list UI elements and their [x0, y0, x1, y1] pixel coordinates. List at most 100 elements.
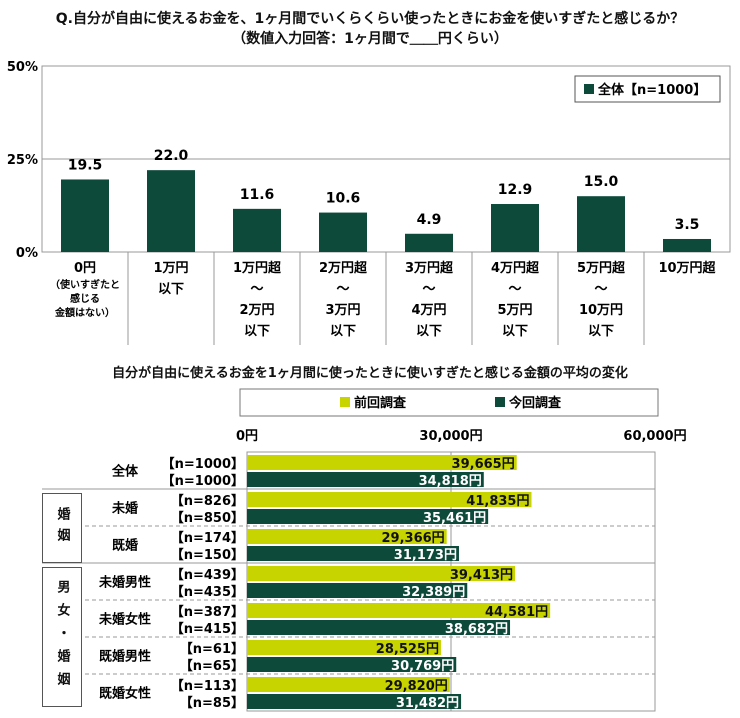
n-label: 【n=415】: [171, 621, 244, 637]
x-tick-label: 以下: [588, 324, 614, 339]
data-label: 11.6: [240, 187, 275, 203]
x-tick-label: 2万円: [239, 303, 274, 318]
bar: [663, 238, 711, 252]
bar: [247, 640, 441, 655]
x-tick-label: 4万円超: [491, 260, 540, 276]
group-label: 未婚男性: [98, 575, 151, 591]
x-tick-label: 以下: [502, 324, 528, 339]
x-tick-label: 4万円: [411, 303, 446, 318]
bar: [247, 529, 447, 544]
bar: [147, 170, 195, 252]
x-tick-label: 5万円: [497, 303, 532, 318]
x-tick-label: 以下: [244, 324, 270, 339]
x-tick-label: ～: [594, 282, 607, 297]
x-tick-label: ～: [508, 282, 521, 297]
x-tick-label: 0円: [236, 429, 258, 444]
data-label: 39,665円: [452, 457, 515, 472]
bar: [247, 492, 532, 507]
n-label: 【n=435】: [171, 584, 244, 600]
x-tick-label: 3万円超: [405, 260, 454, 276]
y-tick-label: 0%: [16, 246, 38, 261]
legend-box: [574, 75, 721, 103]
data-label: 4.9: [417, 212, 442, 228]
data-label: 22.0: [154, 148, 189, 164]
group-label: 既婚女性: [99, 686, 151, 702]
x-tick-label: 1万円: [153, 261, 188, 276]
bar: [247, 620, 511, 635]
n-label: 【n=439】: [171, 567, 244, 583]
section-label-gender-marital: 男女・婚姻: [54, 579, 70, 695]
x-tick-label: 1万円超: [233, 260, 282, 276]
x-tick-label: 10万円: [579, 303, 623, 318]
group-label: 既婚男性: [99, 649, 151, 665]
x-tick-label: 以下: [158, 282, 184, 297]
group-label: 既婚: [112, 538, 138, 554]
n-label: 【n=826】: [171, 493, 244, 509]
bar: [247, 657, 457, 672]
bar: [247, 694, 462, 709]
section-box-gender-marital: 男女・婚姻: [42, 567, 82, 707]
legend-label: 今回調査: [508, 395, 562, 411]
bar: [233, 208, 281, 252]
n-label: 【n=174】: [171, 530, 244, 546]
data-label: 19.5: [68, 157, 103, 173]
n-label: 【n=65】: [180, 658, 244, 674]
data-label: 31,173円: [394, 548, 457, 563]
data-label: 38,682円: [445, 622, 508, 637]
data-label: 32,389円: [402, 585, 465, 600]
x-tick-label: 以下: [330, 324, 356, 339]
x-tick-label: 30,000円: [419, 429, 482, 444]
y-tick-label: 25%: [7, 153, 38, 168]
data-label: 39,413円: [450, 568, 513, 583]
n-label: 【n=1000】: [162, 456, 244, 472]
bar: [247, 455, 517, 470]
data-label: 12.9: [498, 182, 533, 198]
legend-box: [239, 388, 659, 417]
group-label: 未婚女性: [98, 612, 151, 628]
n-label: 【n=150】: [171, 547, 244, 563]
x-tick-label: ～: [336, 282, 349, 297]
n-label: 【n=61】: [180, 641, 244, 657]
data-label: 29,366円: [382, 531, 445, 546]
n-label: 【n=1000】: [162, 473, 244, 489]
data-label: 28,525円: [376, 642, 439, 657]
n-label: 【n=85】: [180, 695, 244, 711]
y-tick-label: 50%: [7, 60, 38, 75]
data-label: 3.5: [675, 217, 700, 233]
x-tick-label: 3万円: [325, 303, 360, 318]
data-label: 31,482円: [396, 696, 459, 711]
x-tick-label: 感じる: [70, 292, 100, 305]
bar: [247, 546, 459, 561]
x-tick-label: （使いすぎたと: [50, 278, 120, 291]
x-tick-label: 金額はない）: [54, 306, 115, 319]
data-label: 34,818円: [419, 474, 482, 489]
group-label: 全体: [111, 464, 139, 480]
legend-label: 全体【n=1000】: [597, 82, 706, 98]
bar: [491, 204, 539, 252]
legend-swatch: [584, 84, 594, 94]
bar: [247, 509, 489, 524]
chart1-subtitle: （数値入力回答：1ヶ月間で＿＿円くらい）: [232, 31, 508, 47]
chart1-title: Q.自分が自由に使えるお金を、1ヶ月間でいくらくらい使ったときにお金を使いすぎた…: [55, 11, 685, 27]
bar: [577, 196, 625, 252]
x-tick-label: 2万円超: [319, 260, 368, 276]
data-label: 10.6: [326, 191, 361, 207]
x-tick-label: 5万円超: [577, 260, 626, 276]
x-tick-label: ～: [250, 282, 263, 297]
n-label: 【n=850】: [171, 510, 244, 526]
data-label: 30,769円: [391, 659, 454, 674]
legend-swatch: [340, 397, 350, 407]
group-label: 未婚: [111, 501, 138, 517]
bar: [247, 566, 516, 581]
bar: [61, 179, 109, 252]
n-label: 【n=113】: [171, 678, 244, 694]
data-label: 15.0: [584, 174, 619, 190]
bar: [247, 472, 484, 487]
data-label: 35,461円: [423, 511, 486, 526]
x-tick-label: 以下: [416, 324, 442, 339]
section-label-marital: 婚姻: [54, 507, 70, 549]
section-box-marital: 婚姻: [42, 493, 82, 563]
bar: [319, 212, 367, 252]
